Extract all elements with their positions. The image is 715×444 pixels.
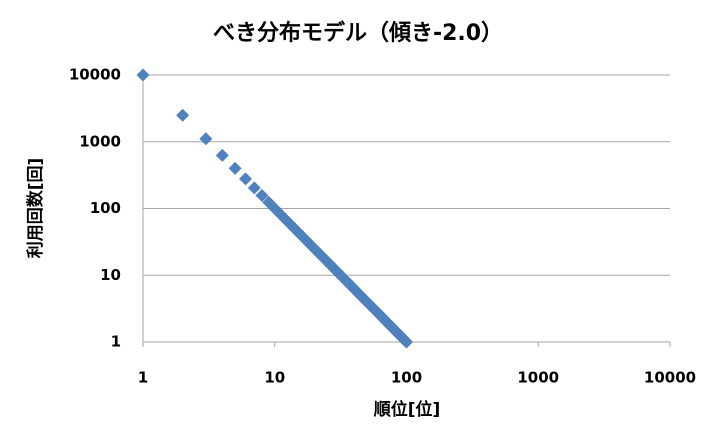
y-tick-label: 100 bbox=[90, 199, 121, 217]
point bbox=[255, 189, 269, 203]
y-axis-label: 利用回数[回] bbox=[25, 158, 46, 259]
y-tick-label: 1000 bbox=[79, 132, 121, 150]
point bbox=[176, 108, 190, 122]
y-tick-label: 1 bbox=[111, 333, 121, 351]
x-tick-label: 100 bbox=[391, 369, 422, 387]
point bbox=[247, 181, 261, 195]
chart-title: べき分布モデル（傾き-2.0） bbox=[213, 20, 503, 46]
point bbox=[199, 132, 213, 146]
point bbox=[136, 68, 150, 82]
point bbox=[239, 172, 253, 186]
x-tick-label: 1 bbox=[138, 369, 148, 387]
point bbox=[228, 161, 242, 175]
x-tick-label: 10000 bbox=[644, 369, 696, 387]
y-tick-label: 10 bbox=[100, 266, 121, 284]
x-tick-label: 1000 bbox=[517, 369, 559, 387]
point bbox=[215, 148, 229, 162]
x-tick-label: 10 bbox=[264, 369, 285, 387]
y-tick-label: 10000 bbox=[69, 66, 121, 84]
point bbox=[400, 335, 413, 349]
x-axis-label: 順位[位] bbox=[374, 399, 441, 420]
